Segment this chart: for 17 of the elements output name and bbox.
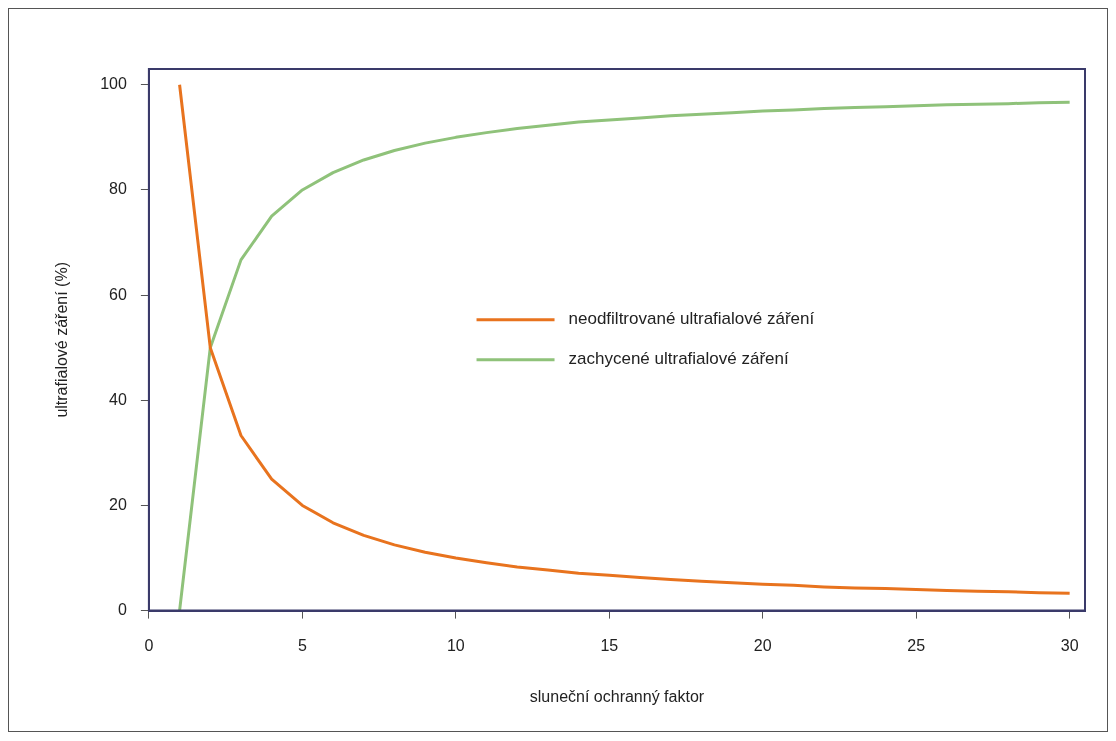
y-tick-label: 100 bbox=[100, 75, 127, 93]
y-tick-label: 40 bbox=[109, 390, 127, 408]
x-tick-label: 15 bbox=[600, 636, 619, 654]
x-axis-title: sluneční ochranný faktor bbox=[529, 687, 705, 705]
x-tick-label: 10 bbox=[446, 636, 465, 654]
y-tick-label: 20 bbox=[109, 495, 127, 513]
legend-label: neodfiltrované ultrafialové záření bbox=[568, 309, 815, 329]
x-tick-label: 20 bbox=[753, 636, 772, 654]
x-tick-label: 30 bbox=[1060, 636, 1079, 654]
y-axis-title: ultrafialové záření (%) bbox=[53, 261, 71, 418]
y-tick-label: 80 bbox=[109, 180, 127, 198]
x-tick-label: 0 bbox=[144, 636, 154, 654]
x-tick-label: 25 bbox=[907, 636, 926, 654]
legend-label: zachycené ultrafialové záření bbox=[568, 349, 789, 369]
x-tick-label: 5 bbox=[297, 636, 307, 654]
y-tick-label: 0 bbox=[117, 601, 127, 619]
y-tick-label: 60 bbox=[109, 285, 127, 303]
